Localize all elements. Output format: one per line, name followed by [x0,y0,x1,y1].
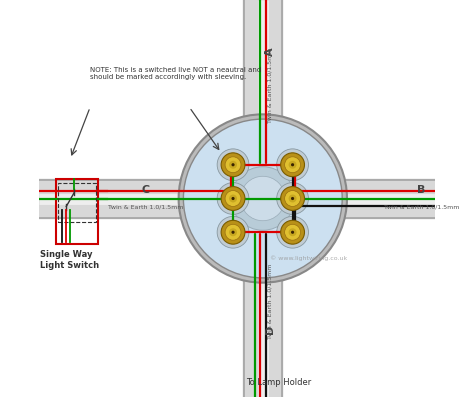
Circle shape [289,161,297,169]
Circle shape [289,228,297,236]
Circle shape [225,157,241,173]
Circle shape [231,167,294,230]
Circle shape [229,195,237,202]
Bar [58,183,96,222]
Text: Twin & Earth 1.0/1.5mm: Twin & Earth 1.0/1.5mm [108,205,183,210]
Circle shape [285,157,301,173]
Circle shape [281,187,304,210]
Circle shape [231,197,235,200]
Circle shape [277,183,309,214]
Text: Twin & Earth 1.0/1.5mm: Twin & Earth 1.0/1.5mm [267,264,273,339]
Circle shape [241,176,285,221]
Circle shape [291,197,294,200]
Circle shape [229,161,237,169]
Text: Twin & Earth 1.0/1.5mm: Twin & Earth 1.0/1.5mm [267,48,273,123]
Text: A: A [265,47,275,56]
Circle shape [179,114,347,283]
Circle shape [289,195,297,202]
Circle shape [277,216,309,248]
Circle shape [217,183,249,214]
Circle shape [285,224,301,240]
Circle shape [183,119,342,278]
Text: B: B [418,185,426,195]
Text: © www.lightwiring.co.uk: © www.lightwiring.co.uk [270,255,347,261]
Circle shape [231,163,235,166]
Circle shape [225,224,241,240]
Circle shape [281,153,304,177]
Text: D: D [265,325,275,334]
Circle shape [291,163,294,166]
Circle shape [225,191,241,206]
Text: NOTE: This is a switched live NOT a neautral and
should be marked accordingly wi: NOTE: This is a switched live NOT a neau… [90,67,261,81]
Circle shape [217,149,249,181]
Circle shape [285,191,301,206]
Circle shape [281,220,304,244]
Circle shape [221,187,245,210]
Circle shape [221,220,245,244]
Circle shape [217,216,249,248]
Text: To Lamp Holder: To Lamp Holder [246,378,311,387]
Circle shape [277,149,309,181]
Text: Twin & Earth 1.0/1.5mm: Twin & Earth 1.0/1.5mm [384,205,459,210]
Circle shape [221,153,245,177]
Circle shape [291,231,294,234]
Text: C: C [142,185,150,195]
Circle shape [229,228,237,236]
Bar [56,179,98,244]
Circle shape [231,231,235,234]
Text: Single Way
Light Switch: Single Way Light Switch [40,250,100,270]
